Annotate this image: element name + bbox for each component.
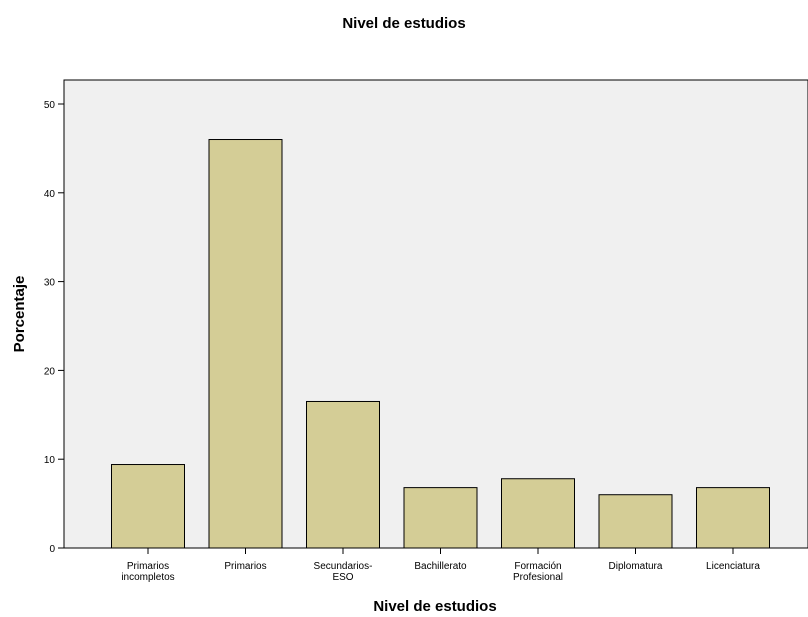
x-tick-label: Secundarios-ESO — [314, 561, 373, 583]
y-tick-label: 0 — [49, 544, 55, 555]
x-tick-label: Primarios incompletos — [121, 561, 174, 583]
y-axis: 0 10 20 30 40 50 — [44, 100, 64, 555]
y-tick-label: 10 — [44, 455, 56, 466]
y-tick-label: 20 — [44, 366, 56, 377]
x-tick-label: Licenciatura — [706, 561, 760, 572]
bar — [306, 400, 380, 549]
y-axis-title: Porcentaje — [11, 276, 28, 353]
bar — [111, 464, 185, 549]
x-tick-label: Bachillerato — [414, 561, 467, 572]
bar — [403, 487, 478, 549]
y-tick-label: 50 — [44, 100, 56, 111]
x-tick-label: Formación Profesional — [513, 561, 563, 583]
x-tick-label: Primarios — [224, 561, 266, 572]
bar — [501, 478, 575, 549]
x-axis: Primarios incompletos Primarios Secundarios… — [121, 548, 760, 583]
bar — [598, 494, 673, 549]
y-tick-label: 40 — [44, 189, 56, 200]
bar — [696, 487, 770, 549]
plot-area — [63, 79, 808, 549]
x-tick-label: Diplomatura — [609, 561, 663, 572]
x-axis-title: Nivel de estudios — [373, 598, 496, 615]
chart-title: Nivel de estudios — [342, 15, 465, 32]
bar — [208, 139, 283, 549]
y-tick-label: 30 — [44, 278, 56, 289]
